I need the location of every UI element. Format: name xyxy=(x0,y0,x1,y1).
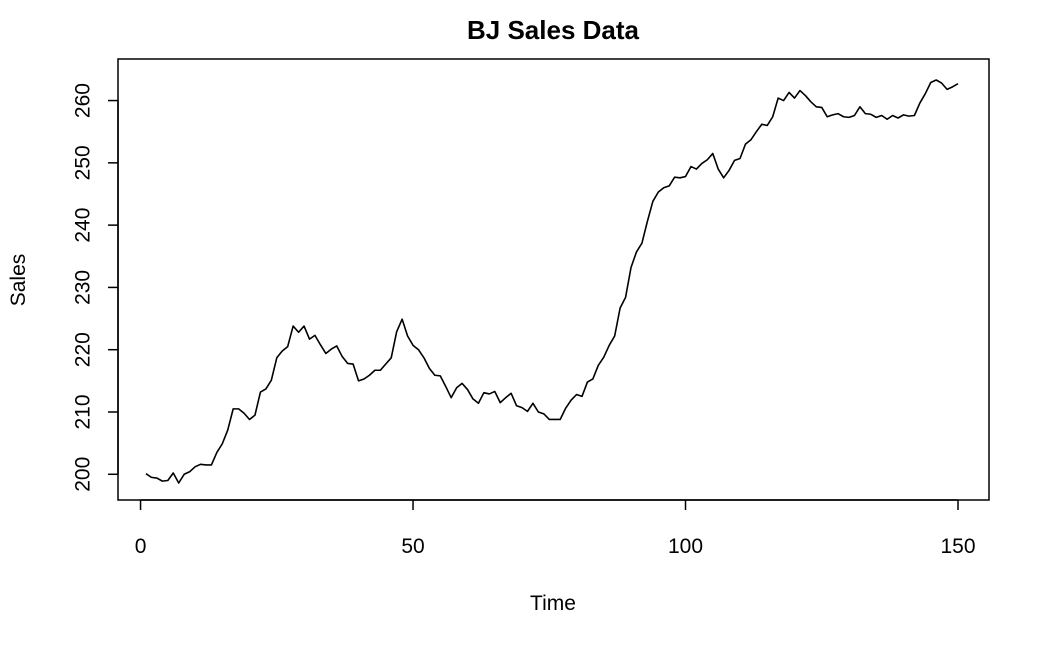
x-tick-label: 50 xyxy=(401,535,424,558)
x-tick-label: 150 xyxy=(940,535,975,558)
y-axis: 200 210 220 230 240 250 260 xyxy=(72,83,119,492)
x-axis-label: Time xyxy=(530,592,576,615)
y-tick-label: 210 xyxy=(72,394,95,429)
y-tick-label: 230 xyxy=(72,270,95,305)
chart-title: BJ Sales Data xyxy=(467,15,640,45)
y-axis-label: Sales xyxy=(7,254,30,307)
y-tick-label: 250 xyxy=(72,145,95,180)
y-tick-label: 200 xyxy=(72,457,95,492)
sales-line xyxy=(145,79,959,484)
y-tick-label: 220 xyxy=(72,332,95,367)
x-tick-label: 100 xyxy=(668,535,703,558)
y-tick-label: 240 xyxy=(72,208,95,243)
plot-frame xyxy=(117,58,990,501)
y-tick-label: 260 xyxy=(72,83,95,118)
x-axis: 0 50 100 150 xyxy=(135,499,976,558)
x-tick-label: 0 xyxy=(135,535,147,558)
